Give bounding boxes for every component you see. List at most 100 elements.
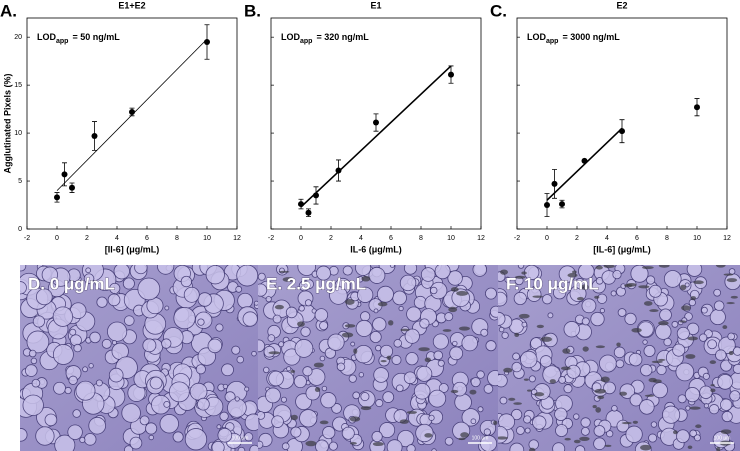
droplet (197, 292, 213, 307)
aggregate (652, 379, 662, 384)
droplet (437, 359, 445, 367)
droplet (403, 265, 418, 275)
droplet (498, 311, 506, 326)
aggregate (604, 444, 612, 448)
droplet (528, 375, 536, 383)
droplet (89, 331, 101, 344)
droplet (558, 376, 567, 384)
droplet (139, 415, 150, 426)
aggregate (693, 280, 704, 285)
droplet (581, 426, 590, 436)
aggregate (595, 407, 601, 413)
droplet (521, 321, 528, 328)
aggregate (424, 357, 431, 363)
droplet (315, 439, 329, 451)
aggregate (728, 351, 734, 356)
droplet (298, 280, 310, 292)
x-tick-label: 2 (329, 235, 333, 242)
droplet (236, 355, 245, 364)
aggregate (460, 432, 469, 438)
droplet (134, 265, 148, 275)
droplet (501, 331, 509, 339)
aggregate (353, 348, 358, 354)
droplet (489, 305, 498, 318)
aggregate (687, 336, 698, 341)
aggregate (695, 424, 702, 429)
droplet (319, 355, 326, 362)
aggregate (716, 446, 721, 451)
droplet (581, 298, 597, 314)
droplet (35, 426, 55, 446)
aggregate (577, 297, 584, 301)
aggregate (418, 347, 430, 352)
droplet (307, 368, 326, 386)
aggregate (730, 295, 738, 299)
aggregate (268, 351, 281, 355)
aggregate (723, 273, 734, 276)
x-tick-label: 10 (203, 235, 211, 242)
droplet (603, 381, 616, 395)
droplet (630, 265, 649, 283)
droplet (294, 339, 314, 358)
droplet (593, 425, 606, 437)
aggregate (448, 306, 458, 313)
droplet (82, 366, 89, 373)
droplet (648, 433, 658, 443)
droplet (197, 318, 205, 326)
aggregate (657, 358, 666, 361)
x-tick-label: 12 (723, 235, 731, 242)
droplets (258, 265, 498, 451)
droplet (251, 350, 257, 357)
droplet (694, 434, 701, 442)
droplet (389, 265, 395, 268)
droplet (405, 352, 419, 366)
droplet (244, 432, 254, 442)
droplet (350, 341, 356, 347)
x-tick-label: 4 (115, 235, 119, 242)
droplet (258, 411, 266, 420)
droplet (498, 291, 508, 307)
aggregate (726, 302, 735, 305)
droplet (379, 422, 396, 438)
aggregate (386, 355, 392, 360)
droplet (244, 413, 258, 432)
droplet (221, 363, 234, 377)
data-point (448, 71, 454, 78)
droplet (415, 423, 434, 443)
droplet (720, 398, 733, 411)
aggregate (527, 389, 532, 392)
droplet (708, 404, 720, 415)
aggregate (532, 295, 544, 298)
droplet (574, 445, 586, 451)
droplet (404, 328, 420, 344)
aggregate (687, 445, 693, 450)
droplet (281, 442, 290, 451)
droplet (148, 434, 154, 441)
droplet (20, 428, 28, 442)
droplet (399, 274, 417, 292)
x-tick-label: 8 (419, 235, 423, 242)
droplet (512, 352, 520, 361)
droplet (302, 366, 313, 377)
aggregate (344, 298, 355, 305)
droplet (573, 413, 580, 420)
droplet (22, 394, 44, 416)
droplet (72, 409, 81, 418)
droplet (485, 287, 497, 300)
aggregate (658, 265, 670, 268)
droplet (322, 426, 336, 440)
droplet (168, 381, 190, 403)
droplet (581, 317, 590, 326)
droplet (416, 365, 433, 382)
droplet (268, 370, 284, 387)
droplet (596, 293, 608, 304)
droplet (31, 378, 41, 388)
droplet (444, 436, 454, 446)
aggregate (400, 328, 410, 332)
aggregate (282, 277, 295, 282)
droplet (699, 385, 713, 399)
droplet (242, 311, 258, 327)
droplet (386, 439, 403, 451)
droplet (672, 343, 686, 357)
droplet (265, 296, 272, 303)
